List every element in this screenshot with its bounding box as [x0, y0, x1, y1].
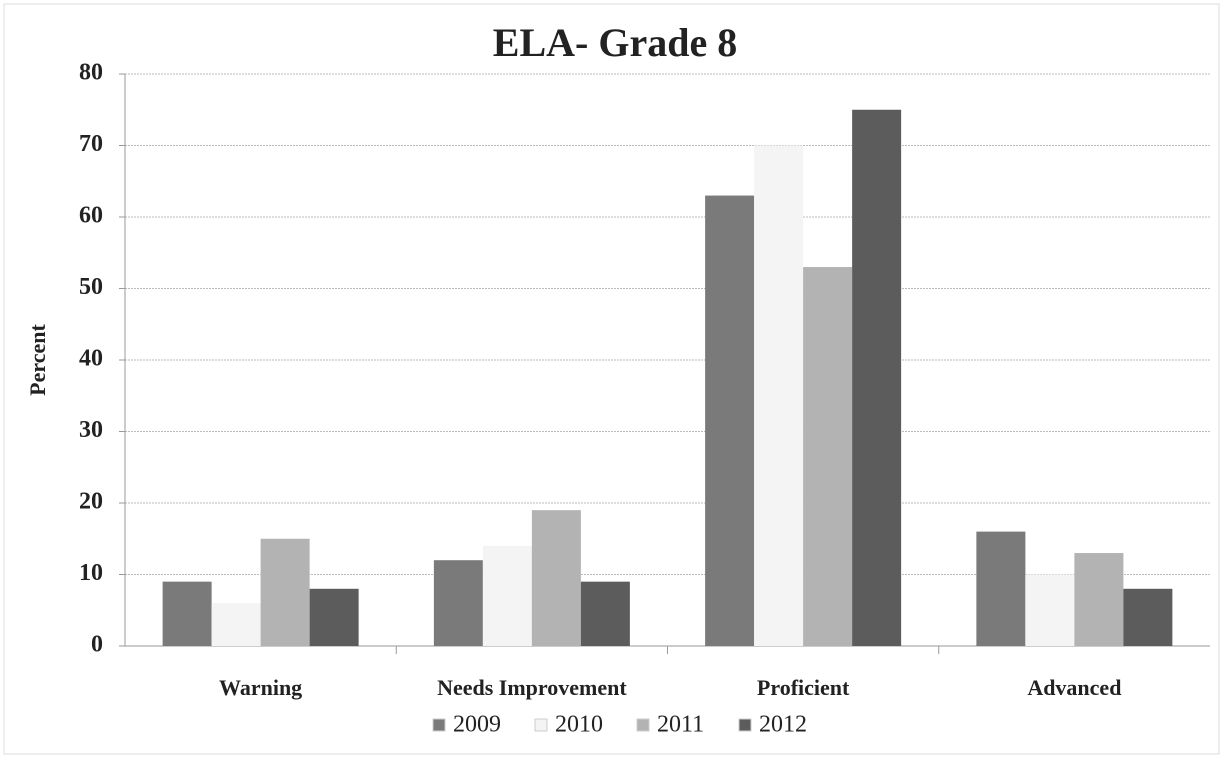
legend-swatch	[534, 718, 548, 732]
bar	[482, 545, 532, 646]
y-axis-label: Percent	[25, 324, 50, 396]
x-tick-label: Warning	[219, 675, 302, 700]
legend-swatch	[432, 718, 446, 732]
bar	[580, 581, 630, 646]
y-tick-label: 60	[79, 203, 103, 229]
bar	[852, 109, 902, 646]
bar	[162, 581, 212, 646]
y-tick-label: 10	[79, 560, 103, 586]
y-tick-label: 20	[79, 489, 103, 515]
bar	[976, 531, 1026, 646]
legend-swatch	[738, 718, 752, 732]
x-tick-label: Proficient	[757, 675, 850, 700]
bar	[1074, 553, 1124, 646]
frame	[3, 3, 1220, 755]
bar	[309, 588, 359, 646]
legend-label: 2012	[759, 712, 807, 738]
legend-label: 2010	[555, 712, 603, 738]
bar	[433, 560, 483, 646]
bar	[1123, 588, 1173, 646]
y-tick-label: 30	[79, 417, 103, 443]
legend-swatch	[636, 718, 650, 732]
x-tick-label: Advanced	[1027, 675, 1121, 700]
bar	[531, 510, 581, 646]
bar	[260, 538, 310, 646]
chart-title: ELA- Grade 8	[493, 20, 737, 65]
y-tick-label: 70	[79, 131, 103, 157]
bar	[754, 145, 804, 646]
x-tick-label: Needs Improvement	[437, 675, 627, 700]
y-tick-label: 0	[91, 632, 103, 658]
bar	[705, 195, 755, 647]
legend-label: 2011	[657, 712, 704, 738]
legend-label: 2009	[453, 712, 501, 738]
y-tick-label: 40	[79, 346, 103, 372]
bar	[803, 267, 853, 646]
bar	[211, 603, 261, 646]
y-tick-label: 80	[79, 60, 103, 86]
bar	[1025, 574, 1075, 646]
y-tick-label: 50	[79, 274, 103, 300]
